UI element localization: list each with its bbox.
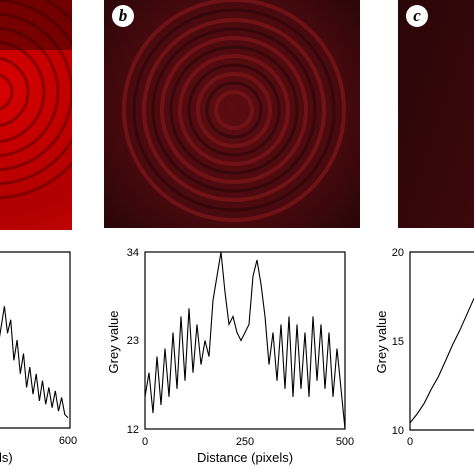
- panel-c-dark-field: [398, 0, 474, 228]
- plot-c-ytick-20: 20: [392, 247, 404, 259]
- plot-a-xtick-600: 600: [59, 435, 77, 447]
- plot-a-line: [0, 306, 69, 419]
- panel-b-image: b: [104, 0, 360, 228]
- plot-b-xtick-250: 250: [236, 436, 254, 448]
- panel-a-interference-rings: [0, 0, 72, 230]
- panel-b-label: b: [112, 5, 134, 27]
- plot-c-ytick-15: 15: [392, 336, 404, 348]
- plot-c-ytick-10: 10: [392, 425, 404, 437]
- plot-c-line: [409, 298, 474, 424]
- plot-a: 600 ls): [0, 251, 77, 465]
- panel-c-image: c: [398, 0, 474, 228]
- plot-c: 20 15 10 0 Grey value: [374, 247, 474, 448]
- plot-a-series: [0, 306, 69, 419]
- plot-b-ytick-34: 34: [127, 247, 139, 259]
- plot-c-ylabel: Grey value: [374, 311, 389, 374]
- plot-b-line: [144, 251, 346, 430]
- panel-a-image: [0, 0, 72, 230]
- profile-plots-svg: 600 ls) 34 23 12 0 250 500 Distance (pix…: [0, 247, 474, 465]
- profile-plots: 600 ls) 34 23 12 0 250 500 Distance (pix…: [0, 240, 474, 474]
- plot-c-xtick-0: 0: [407, 436, 413, 448]
- plot-b-ytick-23: 23: [127, 335, 139, 347]
- plot-a-xlabel: ls): [0, 450, 13, 465]
- panel-c-label: c: [406, 5, 428, 27]
- plot-b-ytick-12: 12: [127, 424, 139, 436]
- plot-b-xtick-0: 0: [142, 436, 148, 448]
- plot-b: 34 23 12 0 250 500 Distance (pixels) Gre…: [106, 247, 354, 465]
- plot-b-xtick-500: 500: [336, 436, 354, 448]
- plot-b-ylabel: Grey value: [106, 311, 121, 374]
- plot-c-series: [409, 298, 474, 424]
- panel-b-interference-rings: [104, 0, 360, 228]
- plot-b-series: [144, 251, 346, 430]
- plot-b-xlabel: Distance (pixels): [197, 450, 293, 465]
